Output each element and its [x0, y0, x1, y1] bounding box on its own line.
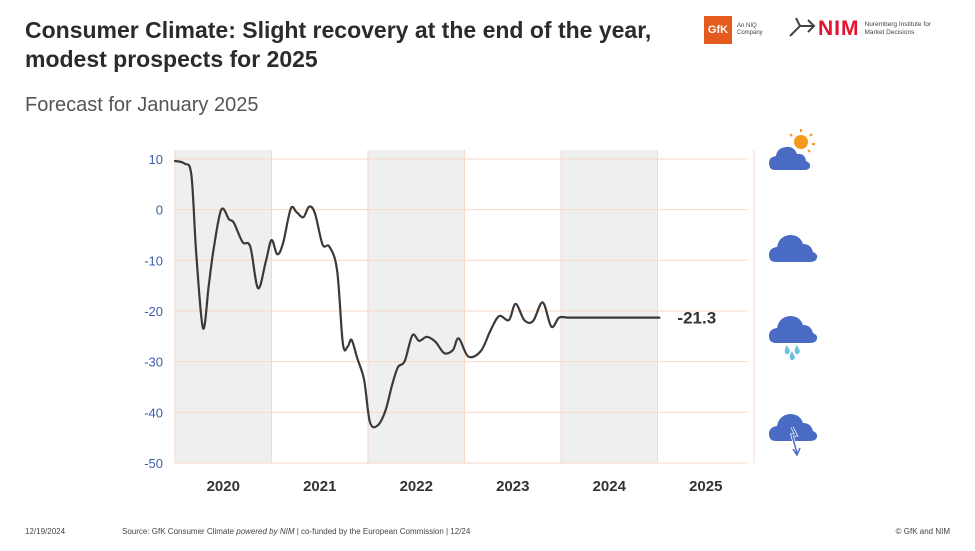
x-tick-label: 2025 — [689, 478, 722, 495]
footer-source-suffix: | co-funded by the European Commission |… — [294, 527, 471, 536]
x-tick-label: 2024 — [593, 478, 627, 495]
x-tick-label: 2022 — [400, 478, 433, 495]
footer-source: Source: GfK Consumer Climate powered by … — [122, 527, 470, 536]
y-tick-label: 0 — [156, 203, 163, 218]
title-line-2: modest prospects for 2025 — [25, 46, 318, 72]
y-tick-label: -40 — [144, 405, 163, 420]
title-line-1: Consumer Climate: Slight recovery at the… — [25, 17, 652, 43]
footer-source-powered: powered by NIM — [236, 527, 295, 536]
gfk-logo: GfK An NIQ Company — [704, 16, 771, 44]
y-tick-label: -10 — [144, 253, 163, 268]
x-tick-label: 2021 — [303, 478, 336, 495]
nim-logo-mark: NIM — [818, 17, 860, 40]
page-subtitle: Forecast for January 2025 — [25, 94, 259, 116]
footer-copyright: © GfK and NIM — [895, 527, 950, 536]
gfk-logo-mark: GfK — [704, 16, 732, 44]
shaded-year-band-2020 — [175, 150, 272, 463]
y-tick-label: -20 — [144, 304, 163, 319]
shaded-year-band-2022 — [368, 150, 465, 463]
sun-cloud-icon — [769, 129, 815, 170]
footer-date: 12/19/2024 — [25, 527, 66, 536]
last-value-label: -21.3 — [677, 309, 716, 328]
x-tick-label: 2023 — [496, 478, 529, 495]
nim-logo-caption: Nuremberg Institute for Market Decisions — [864, 21, 931, 36]
consumer-climate-line — [173, 159, 661, 429]
page-title: Consumer Climate: Slight recovery at the… — [25, 16, 705, 74]
x-tick-label: 2020 — [207, 478, 240, 495]
thunder-cloud-icon — [769, 414, 818, 457]
footer-source-prefix: Source: GfK Consumer Climate — [122, 527, 237, 536]
nim-logo: NIM Nuremberg Institute for Market Decis… — [788, 16, 940, 42]
shaded-year-band-2024 — [561, 150, 658, 463]
nim-arrow-icon — [789, 17, 816, 37]
rain-cloud-icon — [769, 316, 818, 361]
cloud-icon — [769, 235, 818, 262]
y-tick-label: -30 — [144, 355, 163, 370]
gfk-logo-caption: An NIQ Company — [737, 23, 763, 36]
y-tick-label: -50 — [144, 456, 163, 471]
y-tick-label: 10 — [149, 152, 163, 167]
